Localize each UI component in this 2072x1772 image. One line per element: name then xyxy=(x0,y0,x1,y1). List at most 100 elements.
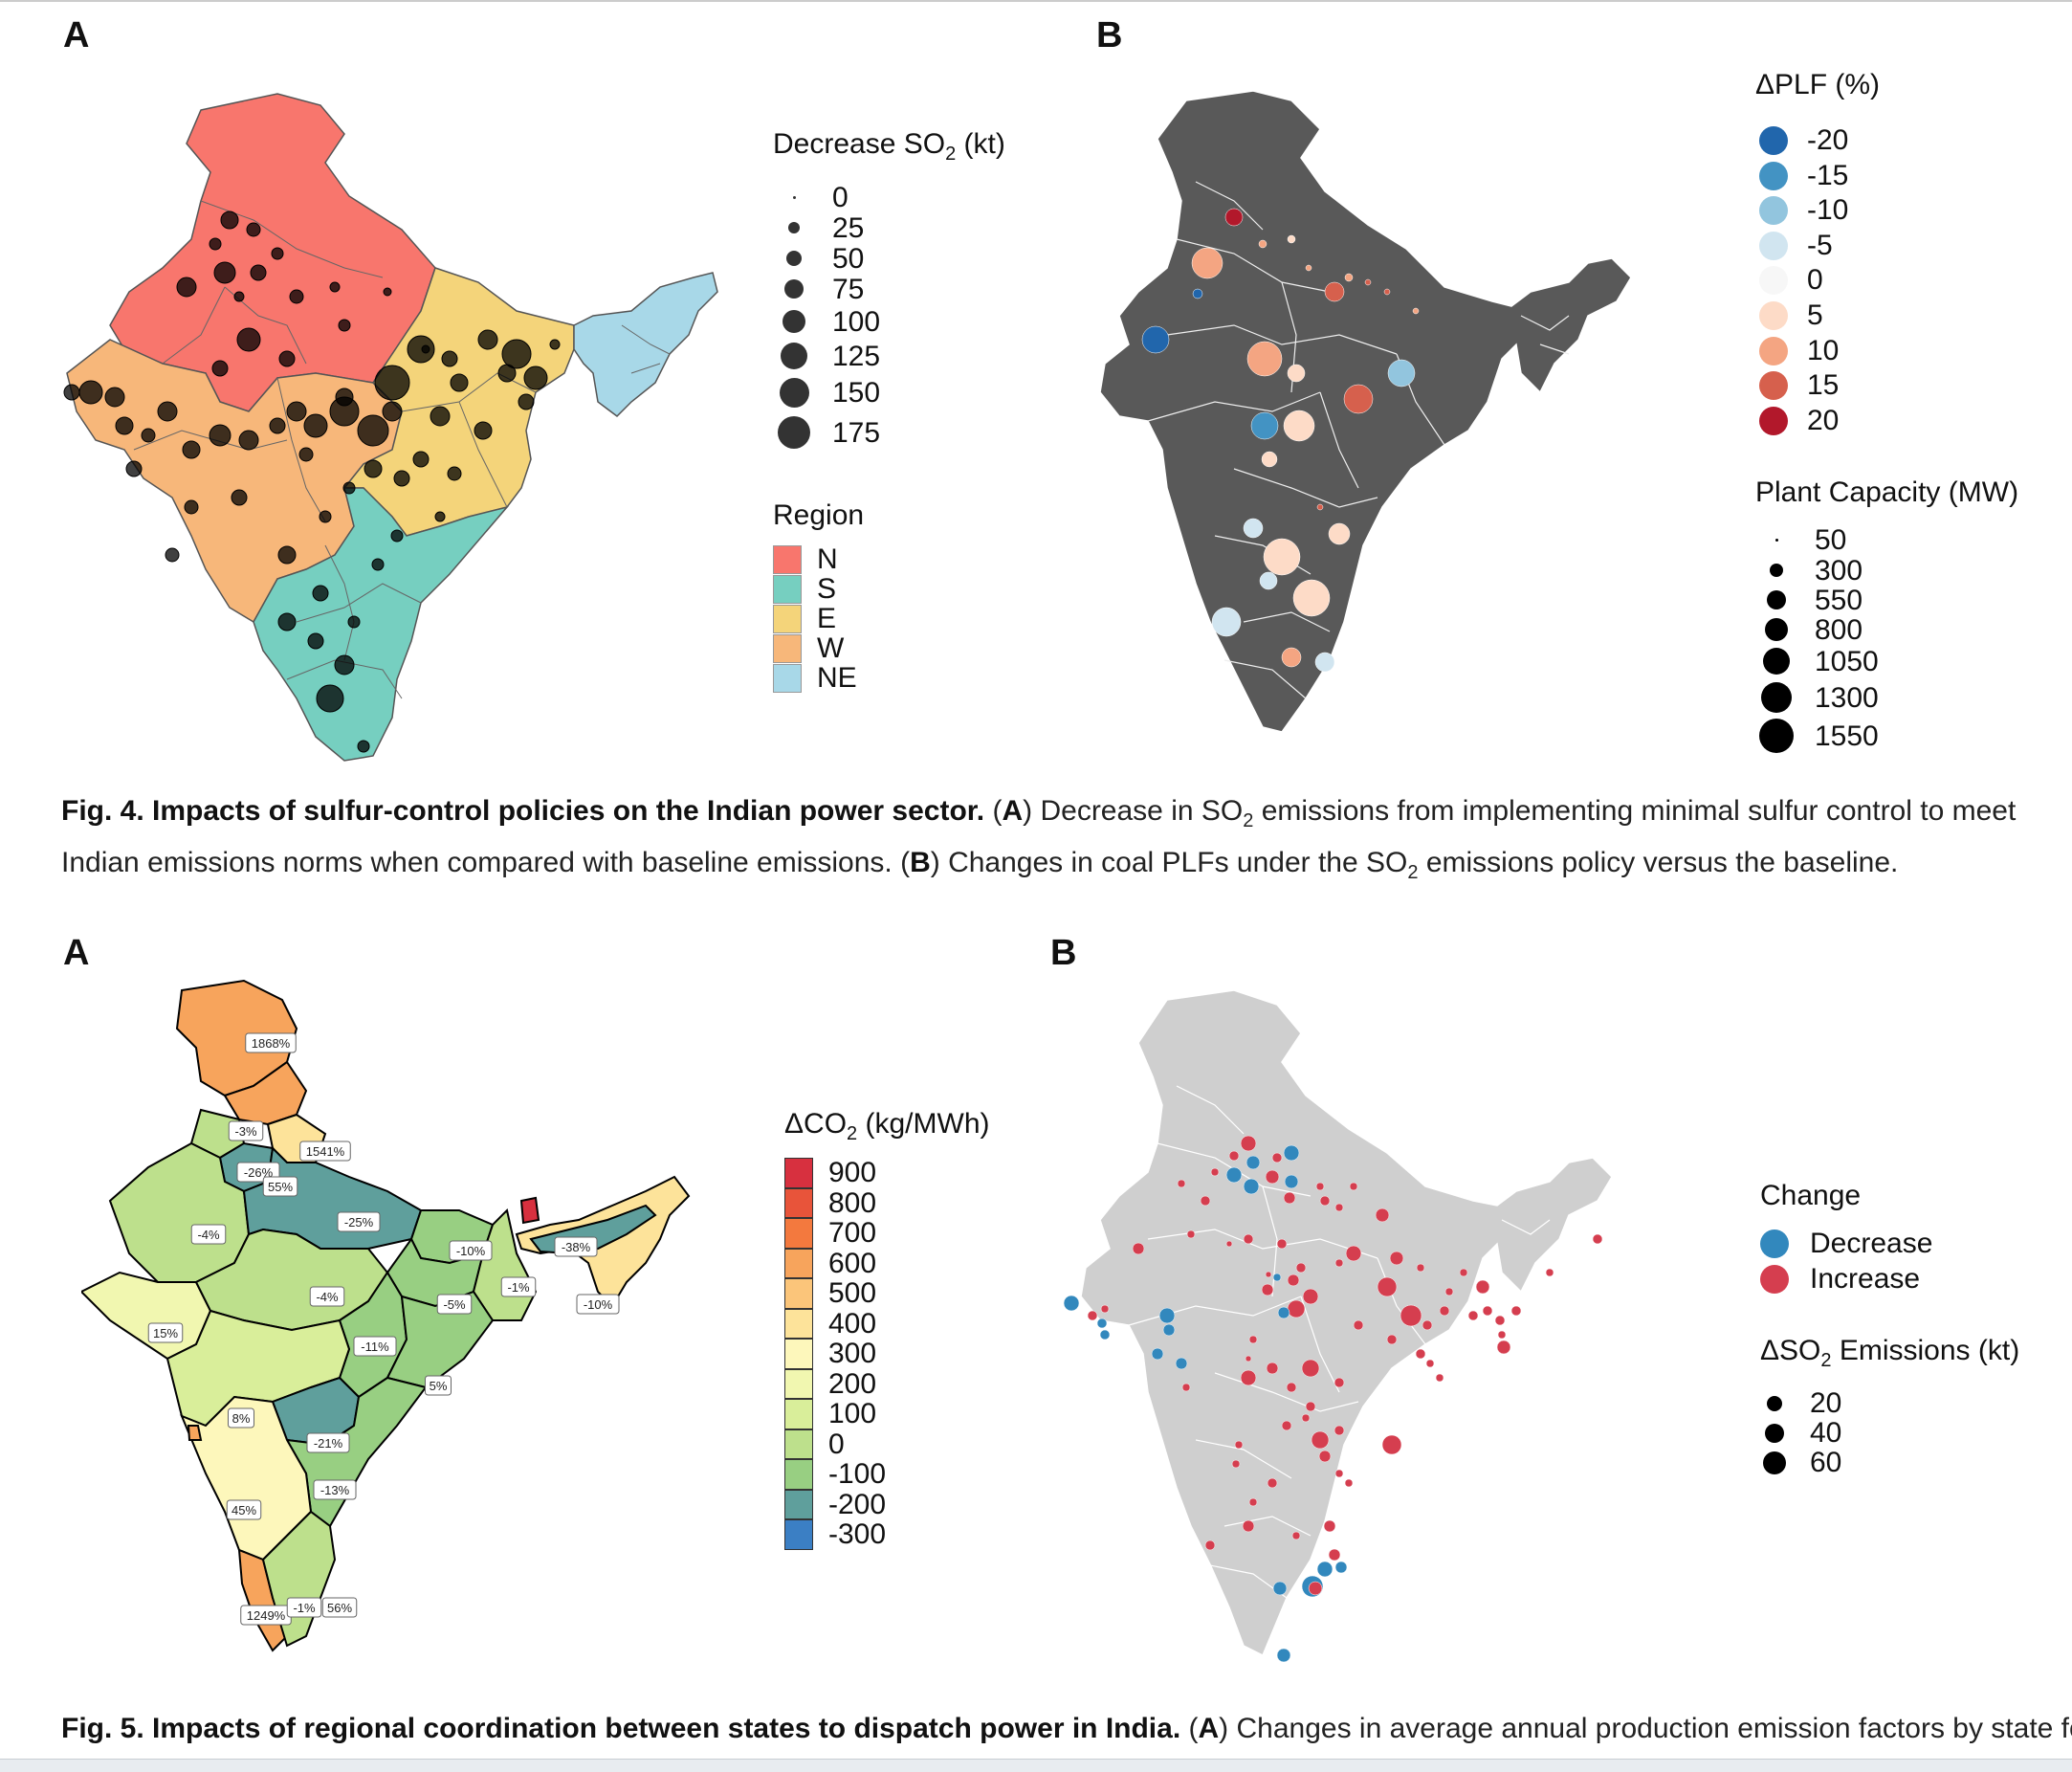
scale-swatch xyxy=(784,1248,813,1278)
scale-swatch xyxy=(784,1399,813,1429)
window-bottom-bar xyxy=(0,1759,2072,1772)
scale-swatch xyxy=(784,1368,813,1399)
fig4-panel-a-letter: A xyxy=(63,15,90,55)
plf-label: 15 xyxy=(1807,369,1840,402)
capacity-label: 1050 xyxy=(1815,646,1879,677)
map-label-box xyxy=(299,1141,351,1162)
plf-swatch xyxy=(1759,371,1788,401)
so2-dot xyxy=(1765,1424,1784,1443)
fig5-so2-title-unit: Emissions (kt) xyxy=(1831,1335,2020,1366)
change-label: Decrease xyxy=(1810,1228,1933,1259)
region-label: W xyxy=(817,632,845,664)
so2-label: 60 xyxy=(1810,1447,1842,1478)
fig4-caption-sub2: 2 xyxy=(1407,862,1419,883)
fig4-caption-text1: ) Decrease in SO xyxy=(1023,795,1244,827)
scale-swatch xyxy=(784,1278,813,1309)
fig5-so2-title: ΔSO2 Emissions (kt) xyxy=(1760,1335,2019,1372)
map-label-text: -25% xyxy=(344,1215,374,1229)
map-label-box xyxy=(286,1597,322,1618)
fig4-map-b xyxy=(1099,90,1632,733)
scale-swatch xyxy=(784,1519,813,1550)
scale-swatch xyxy=(784,1158,813,1188)
map-label-text: 5% xyxy=(430,1379,448,1393)
fig4-legend-a-title: Decrease SO2 (kt) xyxy=(773,128,1005,166)
fig4-caption: Fig. 4. Impacts of sulfur-control polici… xyxy=(61,790,2032,894)
map-label-text: -1% xyxy=(507,1280,530,1295)
map-label-box xyxy=(228,1407,254,1429)
fig4-caption-text3: ) Changes in coal PLFs under the SO xyxy=(930,847,1408,878)
plf-label: 5 xyxy=(1807,299,1823,331)
fig5-legend-a-title: ΔCO2 (kg/MWh) xyxy=(784,1108,990,1145)
fig5-caption-a: A xyxy=(1198,1713,1220,1744)
map-label-text: -4% xyxy=(316,1290,339,1304)
capacity-label: 550 xyxy=(1815,585,1863,616)
map-label-box xyxy=(449,1240,493,1261)
map-label-text: 1868% xyxy=(252,1036,291,1051)
scale-swatch xyxy=(784,1339,813,1369)
fig4-caption-text4: emissions policy versus the baseline. xyxy=(1418,847,1899,878)
region-label: E xyxy=(817,603,837,634)
scale-label: 700 xyxy=(828,1217,877,1249)
fig4-legend-b: ΔPLF (%) -20 -15 -10 -5 0 5 10 15 20 Plant Capac… xyxy=(1755,67,2061,765)
change-swatch xyxy=(1760,1229,1789,1258)
fig5-change-title: Change xyxy=(1760,1180,1862,1211)
size-legend-dot xyxy=(781,343,807,369)
scale-swatch xyxy=(784,1489,813,1519)
region-label: S xyxy=(817,573,837,605)
map-label-box xyxy=(147,1322,184,1343)
capacity-label: 1550 xyxy=(1815,720,1879,752)
scale-label: -200 xyxy=(828,1488,887,1520)
scale-label: -100 xyxy=(828,1458,887,1490)
fig4-map-a xyxy=(63,93,718,762)
size-legend-label: 175 xyxy=(832,417,881,449)
plf-label: 10 xyxy=(1807,334,1840,366)
size-legend-label: 50 xyxy=(832,243,865,275)
region-label: N xyxy=(817,543,838,575)
scale-label: -300 xyxy=(828,1518,887,1550)
state-gujarat xyxy=(81,1271,212,1361)
map-label-text: 56% xyxy=(327,1601,352,1615)
fig4-caption-text2: emissions from implementing minimal sulf… xyxy=(61,795,2017,878)
map-label-box xyxy=(425,1375,452,1396)
map-label-text: -38% xyxy=(562,1240,591,1254)
plf-swatch xyxy=(1759,196,1788,226)
top-border xyxy=(0,0,2072,2)
plf-swatch xyxy=(1759,161,1788,190)
fig5-caption-paren: ( xyxy=(1180,1713,1199,1744)
map-label-text: 55% xyxy=(268,1180,293,1194)
scale-label: 800 xyxy=(828,1186,877,1219)
region-northeast xyxy=(573,272,718,417)
region-swatch xyxy=(773,575,802,604)
fig4-caption-b: B xyxy=(910,847,931,878)
size-legend-label: 75 xyxy=(832,274,865,305)
fig5-legend-b: Change Decrease Increase ΔSO2 Emissions (… xyxy=(1760,1172,2066,1497)
map-label-box xyxy=(337,1211,381,1232)
size-legend-dot xyxy=(788,222,800,233)
map-label-text: -26% xyxy=(244,1165,274,1180)
capacity-label: 300 xyxy=(1815,555,1863,587)
map-label-box xyxy=(321,1597,358,1618)
scale-label: 500 xyxy=(828,1277,877,1309)
map-label-text: -1% xyxy=(293,1601,316,1615)
fig4-capacity-title: Plant Capacity (MW) xyxy=(1755,476,2019,508)
scale-label: 900 xyxy=(828,1157,877,1188)
capacity-dot xyxy=(1774,538,1778,542)
plf-swatch xyxy=(1759,406,1788,435)
capacity-dot xyxy=(1767,590,1786,609)
so2-label: 40 xyxy=(1810,1417,1842,1449)
state-hp xyxy=(223,1060,308,1126)
plf-label: 0 xyxy=(1807,264,1823,297)
map-label-text: -21% xyxy=(314,1436,343,1451)
fig4-caption-paren: ( xyxy=(984,795,1003,827)
fig5-panel-a-letter: A xyxy=(63,933,90,973)
region-south xyxy=(253,487,510,762)
fig5-legend-a-title-sub: 2 xyxy=(847,1123,858,1144)
fig4-plf-title: ΔPLF (%) xyxy=(1755,69,1881,100)
change-swatch xyxy=(1760,1265,1789,1294)
so2-dot xyxy=(1767,1396,1782,1411)
map-label-box xyxy=(306,1432,350,1453)
scale-swatch xyxy=(784,1218,813,1249)
fig4-caption-sub1: 2 xyxy=(1243,810,1254,831)
map-label-box xyxy=(262,1176,298,1197)
size-legend-label: 0 xyxy=(832,182,849,213)
